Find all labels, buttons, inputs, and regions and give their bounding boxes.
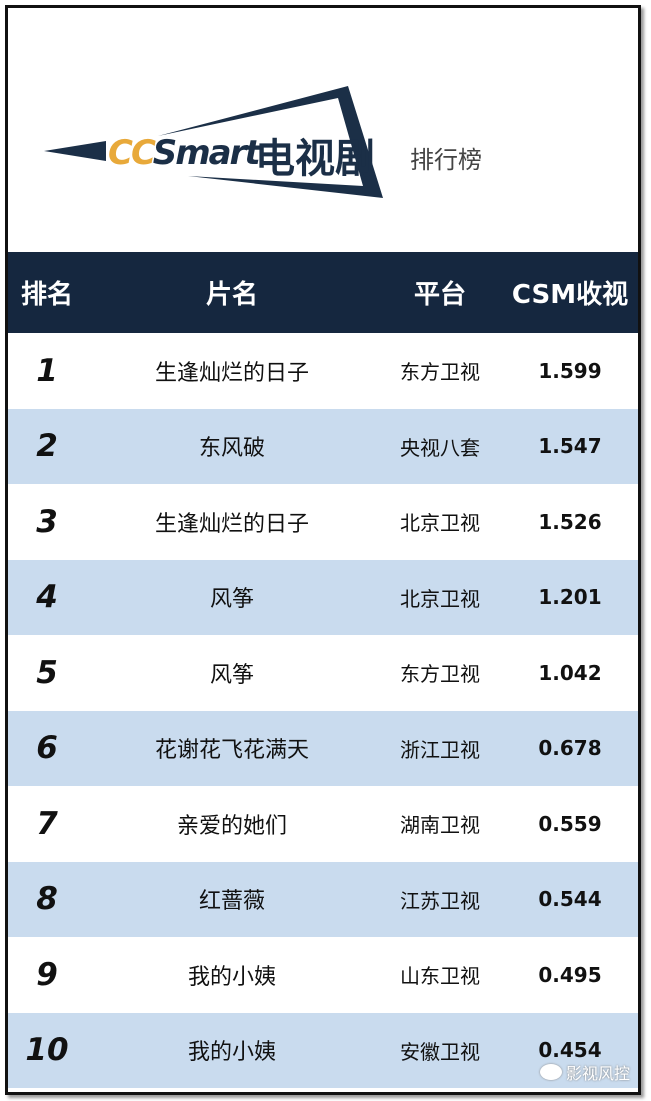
title-cell: 生逢灿烂的日子 (154, 511, 309, 537)
table-row: 4 风筝 北京卫视 1.201 (8, 559, 638, 635)
logo-arrow-shape (44, 86, 383, 198)
table-header: 排名 片名 平台 CSM收视 (8, 252, 638, 333)
title-cell: 红蔷薇 (198, 889, 265, 915)
table-row: 10 我的小姨 安徽卫视 0.454 (8, 1012, 638, 1088)
ranking-card: CCSmart 电视剧 排行榜 排名 片名 平台 CSM收视 1 生逢灿烂的日子东… (5, 5, 641, 1095)
header-title: 片名 (205, 280, 258, 310)
rating-cell: 0.495 (538, 962, 602, 987)
watermark: 影视风控 (540, 1060, 630, 1084)
platform-cell: 湖南卫视 (400, 813, 480, 838)
rank-cell: 7 (36, 805, 58, 842)
rating-cell: 1.547 (538, 434, 602, 459)
rank-cell: 4 (36, 579, 58, 616)
title-cell: 生逢灿烂的日子 (154, 360, 309, 386)
platform-cell: 东方卫视 (400, 662, 480, 687)
platform-cell: 江苏卫视 (400, 888, 480, 913)
ranking-table: 排名 片名 平台 CSM收视 1 生逢灿烂的日子 东方卫视 1.599 2 东风破 央视八套… (8, 252, 638, 1088)
table-row: 3 生逢灿烂的日子 北京卫视 1.526 (8, 484, 638, 560)
platform-cell: 北京卫视 (400, 586, 480, 611)
platform-cell: 北京卫视 (400, 511, 480, 536)
table-row: 7 亲爱的她们 湖南卫视 0.559 (8, 786, 638, 862)
platform-cell: 安徽卫视 (400, 1039, 480, 1064)
header-platform: 平台 (413, 280, 466, 310)
table-row: 2 东风破 央视八套 1.547 (8, 408, 638, 484)
rank-cell: 5 (36, 654, 58, 691)
logo-subtitle: 排行榜 (410, 146, 482, 174)
table-row: 8 红蔷薇 江苏卫视 0.544 (8, 861, 638, 937)
rank-cell: 8 (36, 881, 58, 918)
platform-cell: 央视八套 (400, 435, 480, 460)
title-cell: 我的小姨 (187, 1040, 276, 1066)
platform-cell: 东方卫视 (400, 360, 480, 385)
title-cell: 花谢花飞花满天 (154, 738, 309, 764)
rating-cell: 1.526 (538, 509, 602, 534)
title-cell: 我的小姨 (187, 964, 276, 990)
table-row: 5 风筝 东方卫视 1.042 (8, 635, 638, 711)
logo-ccsmart-text: CCSmart (108, 133, 261, 173)
rank-cell: 6 (36, 730, 58, 767)
rating-cell: 0.678 (538, 736, 602, 761)
header-rating: CSM收视 (511, 280, 629, 310)
rating-cell: 1.599 (538, 358, 602, 383)
rating-cell: 1.201 (538, 585, 602, 610)
title-cell: 东风破 (198, 436, 265, 462)
rating-cell: 0.454 (538, 1038, 602, 1063)
rating-cell: 1.042 (538, 660, 602, 685)
title-cell: 风筝 (209, 662, 254, 688)
rating-cell: 0.544 (538, 887, 602, 912)
title-cell: 风筝 (209, 587, 254, 613)
rank-cell: 9 (36, 956, 58, 993)
wechat-icon (540, 1064, 562, 1080)
rank-cell: 3 (36, 503, 58, 540)
ccsmart-logo: CCSmart 电视剧 排行榜 (8, 8, 638, 253)
rank-cell: 1 (36, 352, 58, 389)
table-row: 6 花谢花飞花满天 浙江卫视 0.678 (8, 710, 638, 786)
platform-cell: 浙江卫视 (400, 737, 480, 762)
table-row: 1 生逢灿烂的日子 东方卫视 1.599 (8, 333, 638, 409)
watermark-text: 影视风控 (566, 1064, 631, 1083)
table-row: 9 我的小姨 山东卫视 0.495 (8, 937, 638, 1013)
title-cell: 亲爱的她们 (176, 813, 287, 839)
rating-cell: 0.559 (538, 811, 602, 836)
logo-title: 电视剧 (255, 136, 375, 182)
platform-cell: 山东卫视 (400, 964, 480, 989)
rank-cell: 10 (25, 1032, 69, 1069)
rank-cell: 2 (36, 428, 58, 465)
header-rank: 排名 (20, 280, 73, 310)
